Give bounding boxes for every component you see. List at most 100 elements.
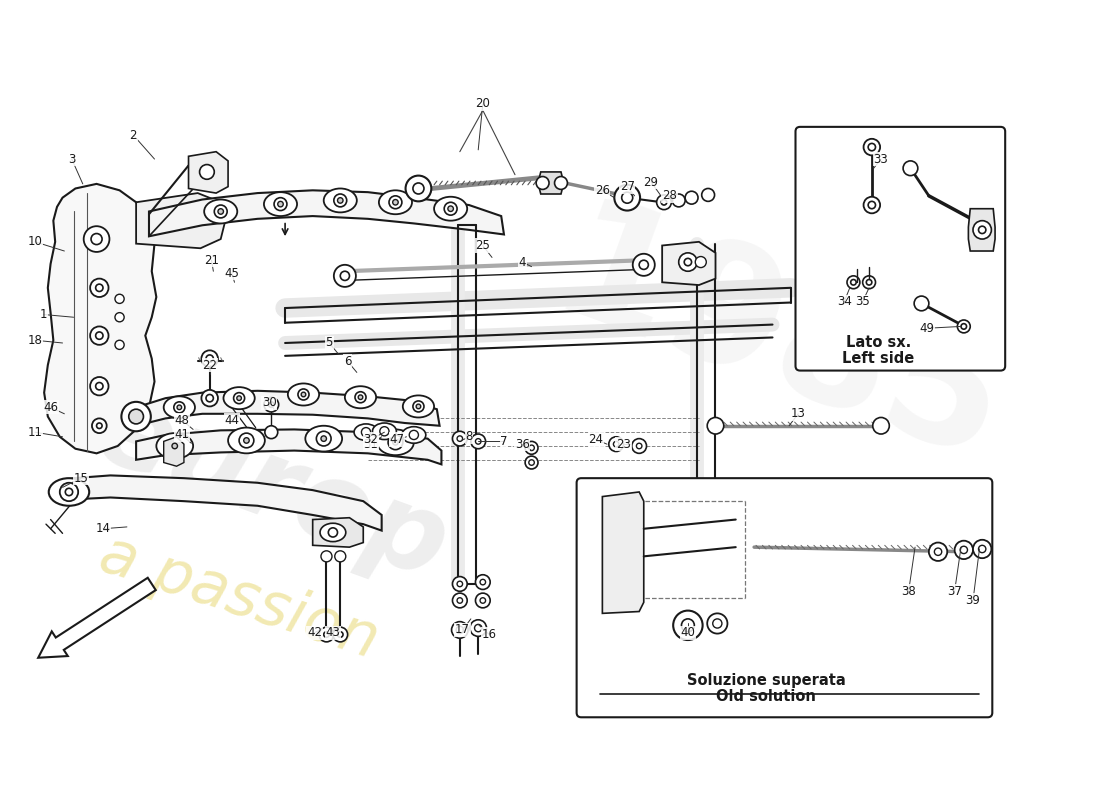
Circle shape <box>452 593 468 608</box>
Circle shape <box>903 161 917 176</box>
Ellipse shape <box>434 197 468 221</box>
Circle shape <box>475 438 481 444</box>
Circle shape <box>96 332 103 339</box>
Ellipse shape <box>373 423 396 439</box>
Text: 38: 38 <box>901 585 916 598</box>
Ellipse shape <box>288 383 319 406</box>
Circle shape <box>475 593 491 608</box>
Text: 17: 17 <box>455 623 470 637</box>
Circle shape <box>685 191 698 204</box>
Circle shape <box>121 402 151 431</box>
Text: 1: 1 <box>40 308 47 321</box>
Circle shape <box>529 445 535 450</box>
Ellipse shape <box>403 395 434 418</box>
Polygon shape <box>188 152 228 193</box>
Circle shape <box>847 276 860 289</box>
Circle shape <box>554 177 568 190</box>
Text: 18: 18 <box>28 334 43 346</box>
FancyBboxPatch shape <box>576 478 992 718</box>
Circle shape <box>388 435 403 450</box>
Text: 39: 39 <box>966 594 980 607</box>
Text: 48: 48 <box>175 414 189 426</box>
Polygon shape <box>136 391 440 426</box>
Circle shape <box>97 423 102 429</box>
Polygon shape <box>539 172 563 194</box>
Circle shape <box>961 324 967 329</box>
Circle shape <box>707 614 727 634</box>
Circle shape <box>206 355 213 362</box>
Text: 35: 35 <box>856 295 870 308</box>
Circle shape <box>214 205 228 218</box>
Circle shape <box>321 436 327 442</box>
Circle shape <box>333 194 346 207</box>
Polygon shape <box>136 193 226 248</box>
Text: 15: 15 <box>74 472 88 485</box>
Text: 22: 22 <box>202 358 217 371</box>
Text: 3: 3 <box>68 153 76 166</box>
Circle shape <box>456 626 463 634</box>
Circle shape <box>868 143 876 150</box>
Circle shape <box>864 139 880 155</box>
Circle shape <box>474 624 482 632</box>
Text: Lato sx.: Lato sx. <box>846 335 911 350</box>
Polygon shape <box>968 209 996 251</box>
Circle shape <box>448 206 453 211</box>
Ellipse shape <box>164 396 195 418</box>
Circle shape <box>480 598 485 603</box>
Circle shape <box>872 418 889 434</box>
Circle shape <box>334 551 345 562</box>
Text: 47: 47 <box>389 433 405 446</box>
Circle shape <box>90 326 109 345</box>
Circle shape <box>621 192 632 203</box>
Circle shape <box>702 189 715 202</box>
Ellipse shape <box>48 478 89 506</box>
Circle shape <box>632 254 654 276</box>
Circle shape <box>470 620 486 636</box>
Text: 46: 46 <box>43 401 58 414</box>
Circle shape <box>955 541 974 559</box>
Ellipse shape <box>402 426 426 443</box>
Circle shape <box>864 197 880 214</box>
Circle shape <box>695 257 706 267</box>
Text: 5: 5 <box>326 337 333 350</box>
Circle shape <box>536 177 549 190</box>
Circle shape <box>412 401 424 412</box>
Circle shape <box>444 202 458 215</box>
Circle shape <box>934 548 942 555</box>
Circle shape <box>707 418 724 434</box>
Text: 11: 11 <box>28 426 43 438</box>
Circle shape <box>65 488 73 496</box>
Circle shape <box>355 392 366 402</box>
Circle shape <box>529 460 535 466</box>
Text: 10: 10 <box>28 235 43 248</box>
Circle shape <box>452 431 468 446</box>
Circle shape <box>928 542 947 561</box>
Circle shape <box>359 395 363 399</box>
Text: europ: europ <box>82 377 462 602</box>
Text: 26: 26 <box>595 184 609 197</box>
Text: 16: 16 <box>482 628 497 641</box>
Circle shape <box>338 632 343 638</box>
Circle shape <box>92 418 107 433</box>
Circle shape <box>406 176 431 202</box>
Circle shape <box>328 528 338 537</box>
Text: 20: 20 <box>475 98 491 110</box>
Circle shape <box>525 456 538 469</box>
Circle shape <box>471 434 485 449</box>
Circle shape <box>90 377 109 395</box>
Text: 29: 29 <box>644 175 659 189</box>
Text: 8: 8 <box>465 430 473 443</box>
Circle shape <box>458 598 463 603</box>
Circle shape <box>957 320 970 333</box>
Text: 2: 2 <box>130 129 138 142</box>
Circle shape <box>409 430 418 439</box>
Text: 36: 36 <box>515 438 530 450</box>
Text: 43: 43 <box>326 626 340 639</box>
Circle shape <box>979 546 986 553</box>
Circle shape <box>458 581 463 586</box>
Text: a passion: a passion <box>92 525 386 670</box>
Circle shape <box>340 271 350 281</box>
Text: 21: 21 <box>204 254 219 266</box>
Circle shape <box>264 398 278 412</box>
Text: 27: 27 <box>619 180 635 193</box>
